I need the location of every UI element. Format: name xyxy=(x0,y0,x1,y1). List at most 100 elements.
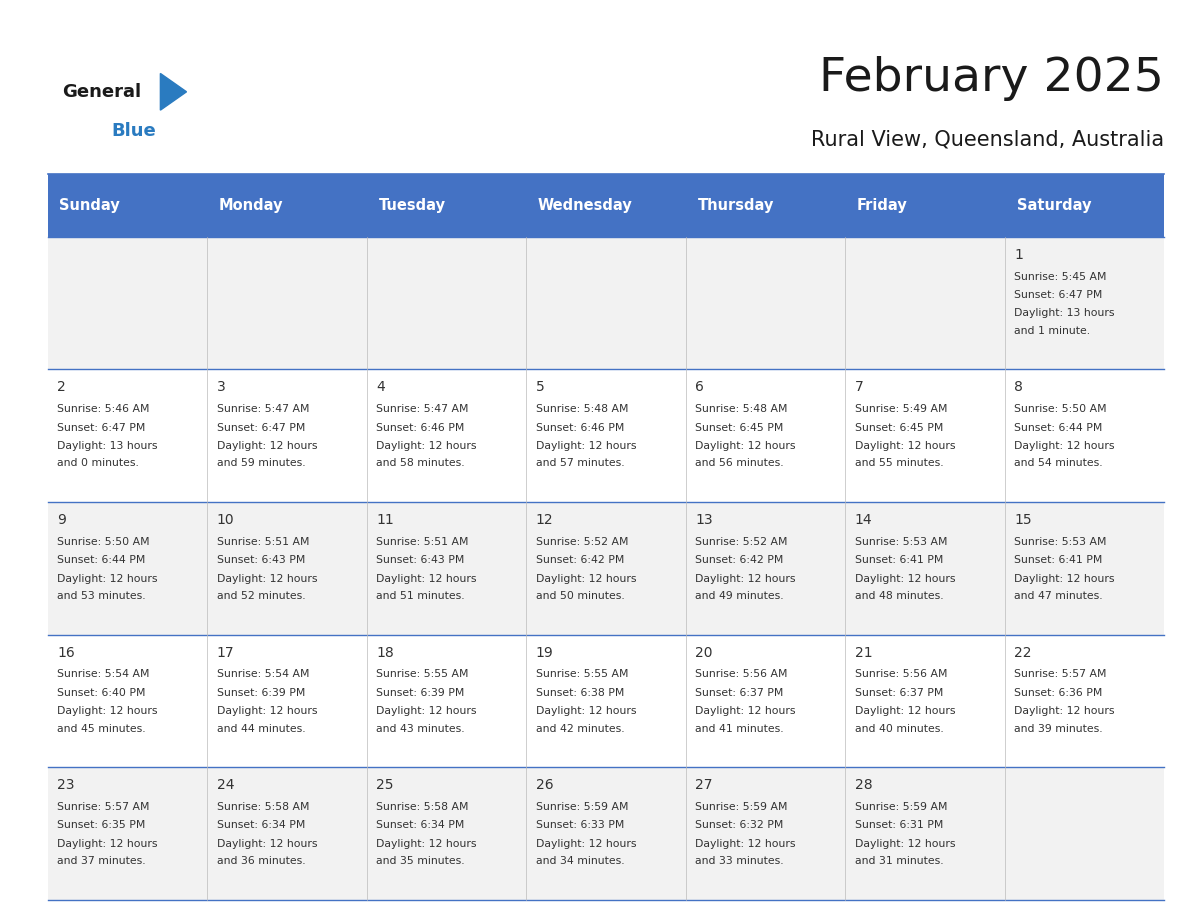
Text: Sunset: 6:33 PM: Sunset: 6:33 PM xyxy=(536,821,624,830)
Text: Sunset: 6:43 PM: Sunset: 6:43 PM xyxy=(216,555,305,565)
Text: 14: 14 xyxy=(854,513,872,527)
Text: Sunset: 6:41 PM: Sunset: 6:41 PM xyxy=(854,555,943,565)
Text: Sunset: 6:47 PM: Sunset: 6:47 PM xyxy=(1015,290,1102,300)
Text: and 40 minutes.: and 40 minutes. xyxy=(854,723,943,733)
Text: Daylight: 12 hours: Daylight: 12 hours xyxy=(57,706,158,716)
Text: Sunrise: 5:48 AM: Sunrise: 5:48 AM xyxy=(536,404,628,414)
Text: Sunrise: 5:59 AM: Sunrise: 5:59 AM xyxy=(536,802,628,812)
Text: 6: 6 xyxy=(695,380,704,395)
Text: Sunrise: 5:47 AM: Sunrise: 5:47 AM xyxy=(216,404,309,414)
Text: 19: 19 xyxy=(536,645,554,659)
Text: and 47 minutes.: and 47 minutes. xyxy=(1015,591,1102,601)
Text: Sunset: 6:47 PM: Sunset: 6:47 PM xyxy=(216,422,305,432)
Text: Daylight: 12 hours: Daylight: 12 hours xyxy=(1015,574,1114,584)
Text: Sunrise: 5:54 AM: Sunrise: 5:54 AM xyxy=(57,669,150,679)
Text: and 45 minutes.: and 45 minutes. xyxy=(57,723,146,733)
Text: Sunrise: 5:50 AM: Sunrise: 5:50 AM xyxy=(57,537,150,547)
Text: Monday: Monday xyxy=(219,198,284,213)
Text: Daylight: 12 hours: Daylight: 12 hours xyxy=(57,574,158,584)
Text: Sunset: 6:40 PM: Sunset: 6:40 PM xyxy=(57,688,145,698)
Text: 5: 5 xyxy=(536,380,544,395)
Text: 1: 1 xyxy=(1015,248,1023,262)
Polygon shape xyxy=(160,73,187,110)
Text: Sunrise: 5:53 AM: Sunrise: 5:53 AM xyxy=(1015,537,1107,547)
Text: and 37 minutes.: and 37 minutes. xyxy=(57,856,146,866)
Text: 22: 22 xyxy=(1015,645,1031,659)
Text: 20: 20 xyxy=(695,645,713,659)
Text: Sunrise: 5:52 AM: Sunrise: 5:52 AM xyxy=(536,537,628,547)
Text: Sunrise: 5:56 AM: Sunrise: 5:56 AM xyxy=(695,669,788,679)
Text: Sunset: 6:41 PM: Sunset: 6:41 PM xyxy=(1015,555,1102,565)
Text: Sunrise: 5:49 AM: Sunrise: 5:49 AM xyxy=(854,404,947,414)
Text: 9: 9 xyxy=(57,513,65,527)
Bar xyxy=(48,767,1164,900)
Text: and 56 minutes.: and 56 minutes. xyxy=(695,458,784,468)
Text: 13: 13 xyxy=(695,513,713,527)
Text: Blue: Blue xyxy=(112,122,157,140)
Text: Sunrise: 5:50 AM: Sunrise: 5:50 AM xyxy=(1015,404,1107,414)
Text: Sunset: 6:36 PM: Sunset: 6:36 PM xyxy=(1015,688,1102,698)
Text: Daylight: 12 hours: Daylight: 12 hours xyxy=(695,839,796,848)
Text: Rural View, Queensland, Australia: Rural View, Queensland, Australia xyxy=(811,129,1164,150)
Text: 21: 21 xyxy=(854,645,872,659)
Text: Daylight: 12 hours: Daylight: 12 hours xyxy=(377,574,476,584)
Text: Sunrise: 5:55 AM: Sunrise: 5:55 AM xyxy=(377,669,468,679)
Text: 10: 10 xyxy=(216,513,234,527)
Text: and 59 minutes.: and 59 minutes. xyxy=(216,458,305,468)
Text: Sunset: 6:37 PM: Sunset: 6:37 PM xyxy=(854,688,943,698)
Text: and 36 minutes.: and 36 minutes. xyxy=(216,856,305,866)
Text: Sunset: 6:39 PM: Sunset: 6:39 PM xyxy=(216,688,305,698)
Text: 8: 8 xyxy=(1015,380,1023,395)
Text: and 1 minute.: and 1 minute. xyxy=(1015,326,1091,336)
Text: Sunset: 6:38 PM: Sunset: 6:38 PM xyxy=(536,688,624,698)
Bar xyxy=(48,502,1164,634)
Text: Daylight: 12 hours: Daylight: 12 hours xyxy=(854,839,955,848)
Text: Daylight: 12 hours: Daylight: 12 hours xyxy=(216,441,317,451)
Text: Daylight: 12 hours: Daylight: 12 hours xyxy=(536,839,636,848)
Text: and 39 minutes.: and 39 minutes. xyxy=(1015,723,1102,733)
Text: 16: 16 xyxy=(57,645,75,659)
Bar xyxy=(48,237,1164,369)
Text: Daylight: 12 hours: Daylight: 12 hours xyxy=(216,839,317,848)
Text: 4: 4 xyxy=(377,380,385,395)
Text: Daylight: 12 hours: Daylight: 12 hours xyxy=(854,574,955,584)
Text: Sunset: 6:32 PM: Sunset: 6:32 PM xyxy=(695,821,784,830)
Bar xyxy=(48,369,1164,502)
Text: Sunset: 6:45 PM: Sunset: 6:45 PM xyxy=(854,422,943,432)
Text: 7: 7 xyxy=(854,380,864,395)
Text: Sunset: 6:42 PM: Sunset: 6:42 PM xyxy=(695,555,784,565)
Bar xyxy=(48,174,1164,237)
Text: Sunrise: 5:59 AM: Sunrise: 5:59 AM xyxy=(854,802,947,812)
Text: Sunset: 6:46 PM: Sunset: 6:46 PM xyxy=(377,422,465,432)
Text: Sunrise: 5:59 AM: Sunrise: 5:59 AM xyxy=(695,802,788,812)
Text: Sunset: 6:44 PM: Sunset: 6:44 PM xyxy=(57,555,145,565)
Text: and 51 minutes.: and 51 minutes. xyxy=(377,591,465,601)
Text: Sunset: 6:37 PM: Sunset: 6:37 PM xyxy=(695,688,784,698)
Text: Sunrise: 5:51 AM: Sunrise: 5:51 AM xyxy=(216,537,309,547)
Text: Sunset: 6:42 PM: Sunset: 6:42 PM xyxy=(536,555,624,565)
Text: Daylight: 12 hours: Daylight: 12 hours xyxy=(377,839,476,848)
Text: and 35 minutes.: and 35 minutes. xyxy=(377,856,465,866)
Text: 12: 12 xyxy=(536,513,554,527)
Text: February 2025: February 2025 xyxy=(820,55,1164,101)
Text: Daylight: 12 hours: Daylight: 12 hours xyxy=(1015,706,1114,716)
Text: Daylight: 12 hours: Daylight: 12 hours xyxy=(216,706,317,716)
Text: and 50 minutes.: and 50 minutes. xyxy=(536,591,625,601)
Text: and 58 minutes.: and 58 minutes. xyxy=(377,458,465,468)
Text: Saturday: Saturday xyxy=(1017,198,1091,213)
Text: General: General xyxy=(62,83,141,101)
Bar xyxy=(48,634,1164,767)
Text: Sunset: 6:43 PM: Sunset: 6:43 PM xyxy=(377,555,465,565)
Text: and 42 minutes.: and 42 minutes. xyxy=(536,723,624,733)
Text: Sunrise: 5:55 AM: Sunrise: 5:55 AM xyxy=(536,669,628,679)
Text: 2: 2 xyxy=(57,380,65,395)
Text: and 33 minutes.: and 33 minutes. xyxy=(695,856,784,866)
Text: Daylight: 12 hours: Daylight: 12 hours xyxy=(536,706,636,716)
Text: and 53 minutes.: and 53 minutes. xyxy=(57,591,146,601)
Text: 27: 27 xyxy=(695,778,713,792)
Text: and 52 minutes.: and 52 minutes. xyxy=(216,591,305,601)
Text: and 57 minutes.: and 57 minutes. xyxy=(536,458,624,468)
Text: 26: 26 xyxy=(536,778,554,792)
Text: and 48 minutes.: and 48 minutes. xyxy=(854,591,943,601)
Text: Sunday: Sunday xyxy=(59,198,120,213)
